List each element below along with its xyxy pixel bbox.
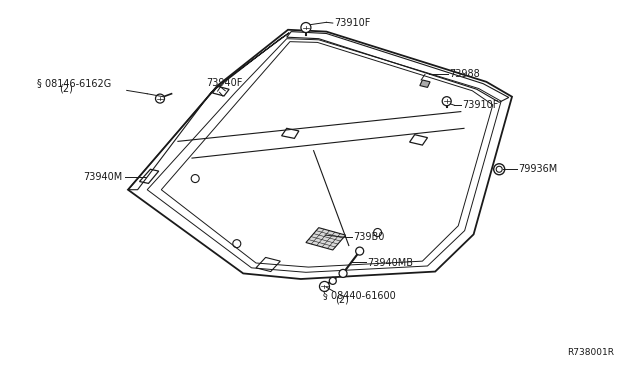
Text: 73910F: 73910F <box>334 19 371 28</box>
Circle shape <box>442 97 451 106</box>
Polygon shape <box>306 228 346 250</box>
Circle shape <box>356 247 364 255</box>
Text: 73940M: 73940M <box>84 172 123 182</box>
Polygon shape <box>420 80 430 87</box>
Circle shape <box>301 23 311 32</box>
Text: § 08146-6162G: § 08146-6162G <box>37 78 111 88</box>
Text: 73940MB: 73940MB <box>367 258 413 268</box>
Text: 739B0: 739B0 <box>353 232 385 242</box>
Text: § 08440-61600: § 08440-61600 <box>323 290 396 300</box>
Text: R738001R: R738001R <box>568 348 614 357</box>
Text: 73910F: 73910F <box>462 100 499 110</box>
Circle shape <box>339 269 347 278</box>
Text: (2): (2) <box>59 84 73 93</box>
Text: (2): (2) <box>335 295 349 305</box>
Circle shape <box>156 94 164 103</box>
Text: 79936M: 79936M <box>518 164 557 174</box>
Text: 73940F: 73940F <box>206 78 243 87</box>
Circle shape <box>330 278 336 284</box>
Text: 73988: 73988 <box>449 69 480 78</box>
Circle shape <box>319 282 330 291</box>
